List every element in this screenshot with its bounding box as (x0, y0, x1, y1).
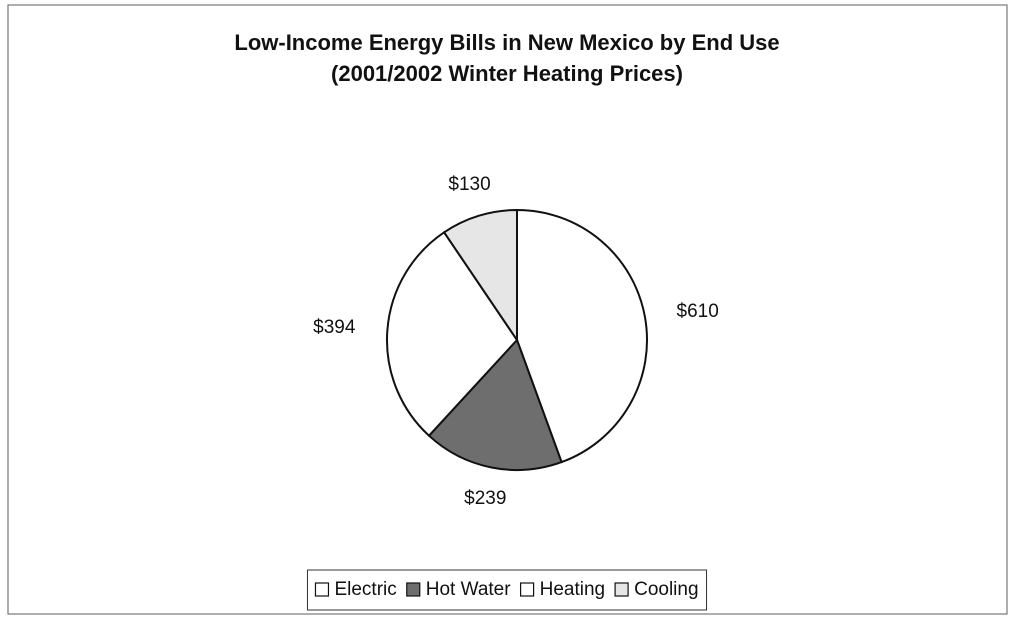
legend-label: Electric (334, 579, 396, 600)
legend-swatch (406, 582, 421, 597)
data-label: $610 (677, 301, 719, 322)
legend-label: Heating (540, 579, 606, 600)
pie-slice (442, 208, 518, 344)
legend-swatch (519, 582, 535, 597)
pie-slice (386, 230, 519, 438)
pie: $610 $239 $394 $130 (313, 174, 719, 509)
data-label: $239 (464, 488, 506, 509)
legend-label: Cooling (634, 579, 698, 600)
legend-box (306, 569, 708, 611)
pie-slice (427, 338, 563, 471)
pie-slice (516, 208, 648, 464)
legend-swatch (314, 582, 330, 597)
data-label: $394 (313, 317, 356, 338)
chart-title: Low-Income Energy Bills in New Mexico by… (234, 30, 779, 55)
legend-swatch (614, 582, 629, 597)
data-label: $130 (448, 174, 490, 195)
legend-label: Hot Water (426, 579, 511, 600)
chart-subtitle: (2001/2002 Winter Heating Prices) (331, 61, 683, 86)
legend: Electric Hot Water Heating Cooling (314, 579, 699, 600)
